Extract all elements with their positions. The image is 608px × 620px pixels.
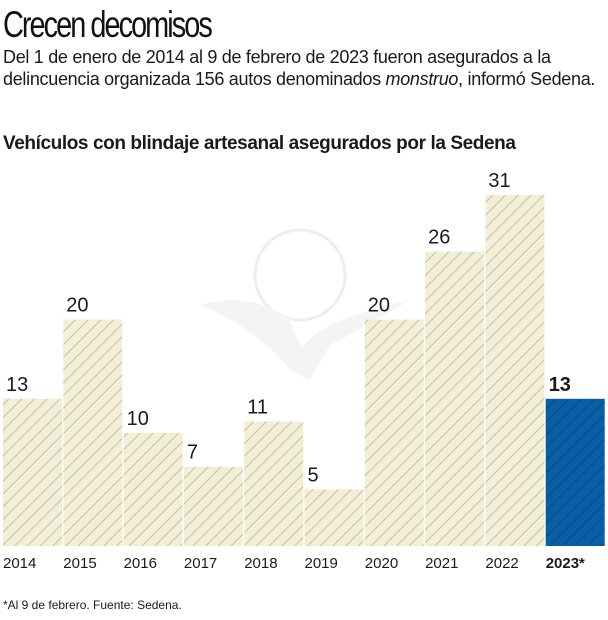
headline: Crecen decomisos <box>3 4 213 45</box>
category-label: 2014 <box>3 555 36 572</box>
bar-2021 <box>425 251 485 546</box>
category-label: 2023* <box>546 555 585 572</box>
value-label: 7 <box>187 442 198 464</box>
lede: Del 1 de enero de 2014 al 9 de febrero d… <box>3 46 603 90</box>
bar-2020 <box>364 319 424 546</box>
value-label: 20 <box>368 295 390 317</box>
value-label: 13 <box>6 374 28 396</box>
bar-2022 <box>485 195 545 546</box>
lede-text-end: , informó Sedena. <box>458 69 596 89</box>
value-label: 26 <box>428 227 450 249</box>
lede-italic: monstruo <box>385 69 459 89</box>
value-label: 31 <box>488 170 510 192</box>
category-label: 2015 <box>63 555 96 572</box>
category-label: 2020 <box>365 555 398 572</box>
lede-text: Del 1 de enero de 2014 al 9 de febrero d… <box>3 47 551 89</box>
bar-2015 <box>63 319 123 546</box>
bar-2016 <box>123 432 183 546</box>
category-label: 2019 <box>305 555 338 572</box>
category-label: 2017 <box>184 555 217 572</box>
value-label: 13 <box>549 374 571 396</box>
value-label: 20 <box>66 295 88 317</box>
bar-chart: 1320142020151020167201711201852019202020… <box>3 170 605 572</box>
category-label: 2022 <box>485 555 518 572</box>
watermark-emblem <box>200 228 410 380</box>
category-label: 2016 <box>124 555 157 572</box>
chart-title: Vehículos con blindaje artesanal asegura… <box>3 133 516 154</box>
bar-2019 <box>304 489 364 546</box>
value-label: 11 <box>247 396 268 418</box>
bar-2023* <box>545 398 605 546</box>
value-label: 5 <box>308 464 319 486</box>
category-label: 2018 <box>244 555 277 572</box>
bar-2014 <box>3 398 62 546</box>
bar-2018 <box>244 421 304 546</box>
footnote: *Al 9 de febrero. Fuente: Sedena. <box>3 598 182 612</box>
value-label: 10 <box>127 408 149 430</box>
bar-2017 <box>183 466 243 546</box>
category-label: 2021 <box>425 555 458 572</box>
